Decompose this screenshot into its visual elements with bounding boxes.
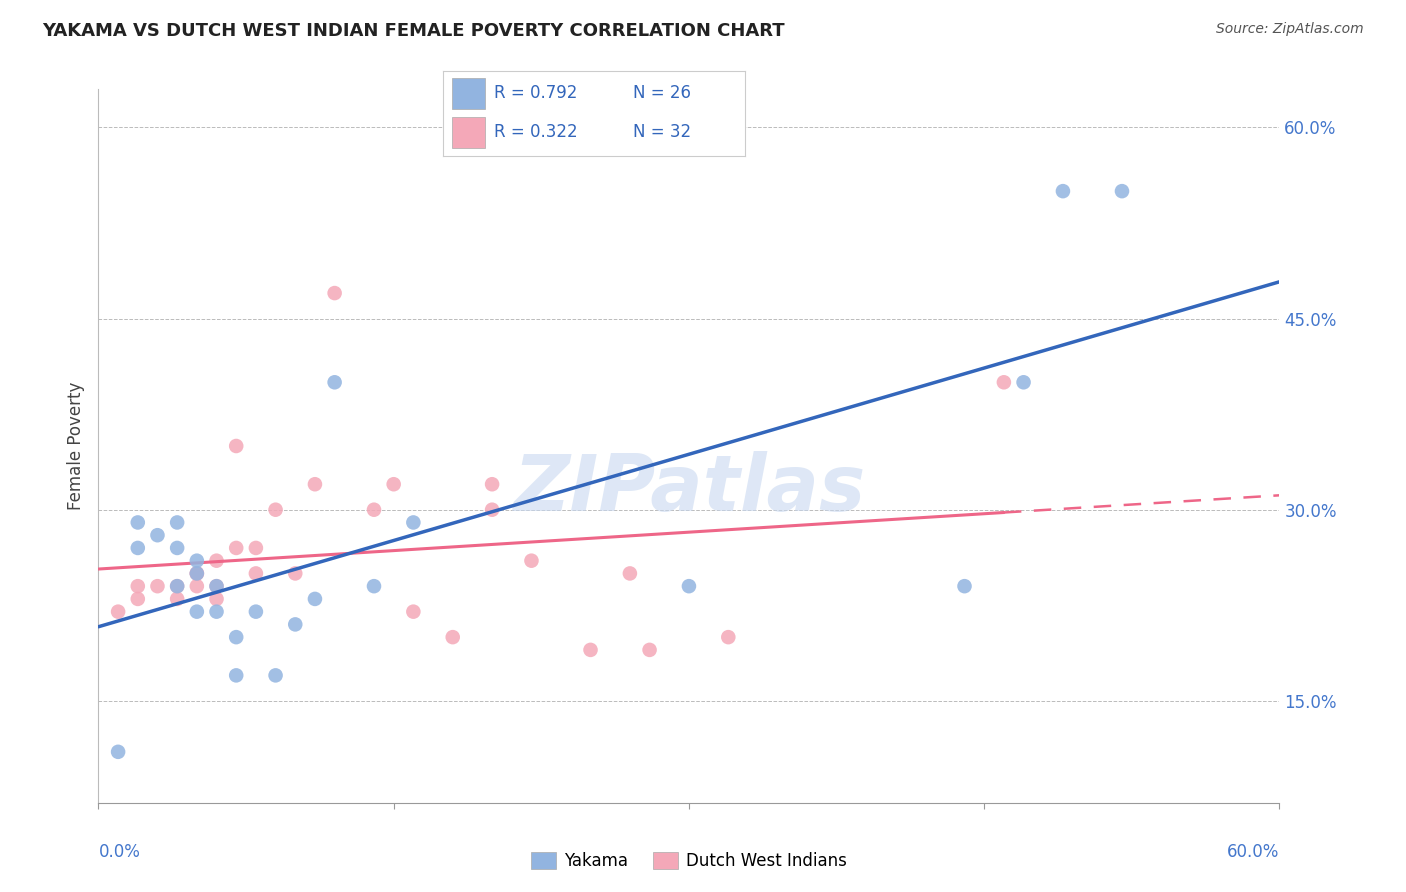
Point [205, 605, 228, 619]
Point [186, 566, 208, 581]
Point [146, 528, 169, 542]
Point [166, 591, 188, 606]
Text: N = 26: N = 26 [633, 85, 692, 103]
Text: ZIPatlas: ZIPatlas [513, 450, 865, 527]
Point [245, 605, 267, 619]
Point [186, 566, 208, 581]
Point [284, 566, 307, 581]
Point [166, 579, 188, 593]
Point [638, 643, 661, 657]
Text: 60.0%: 60.0% [1227, 843, 1279, 861]
Point [619, 566, 641, 581]
Point [520, 554, 543, 568]
Point [717, 630, 740, 644]
Point [678, 579, 700, 593]
Point [441, 630, 464, 644]
Point [205, 579, 228, 593]
Point [245, 566, 267, 581]
Point [107, 605, 129, 619]
Point [304, 477, 326, 491]
Text: R = 0.792: R = 0.792 [495, 85, 578, 103]
Point [225, 668, 247, 682]
Point [402, 605, 425, 619]
FancyBboxPatch shape [451, 78, 485, 109]
Text: Source: ZipAtlas.com: Source: ZipAtlas.com [1216, 22, 1364, 37]
Point [225, 541, 247, 555]
Point [205, 579, 228, 593]
Point [481, 502, 503, 516]
Point [225, 439, 247, 453]
Point [993, 376, 1015, 390]
Point [323, 286, 346, 301]
Point [323, 376, 346, 390]
Point [264, 502, 287, 516]
Point [1052, 184, 1074, 198]
Text: 0.0%: 0.0% [98, 843, 141, 861]
Text: YAKAMA VS DUTCH WEST INDIAN FEMALE POVERTY CORRELATION CHART: YAKAMA VS DUTCH WEST INDIAN FEMALE POVER… [42, 22, 785, 40]
Legend: Yakama, Dutch West Indians: Yakama, Dutch West Indians [524, 845, 853, 877]
Point [245, 541, 267, 555]
FancyBboxPatch shape [451, 117, 485, 147]
Point [166, 516, 188, 530]
Text: N = 32: N = 32 [633, 123, 692, 141]
Point [264, 668, 287, 682]
Point [225, 630, 247, 644]
Point [1111, 184, 1133, 198]
Point [127, 541, 149, 555]
Point [186, 554, 208, 568]
Point [166, 541, 188, 555]
Point [127, 591, 149, 606]
Point [481, 477, 503, 491]
Point [363, 502, 385, 516]
Point [127, 579, 149, 593]
Point [953, 579, 976, 593]
Point [402, 516, 425, 530]
Text: R = 0.322: R = 0.322 [495, 123, 578, 141]
Point [186, 566, 208, 581]
Point [284, 617, 307, 632]
Y-axis label: Female Poverty: Female Poverty [67, 382, 86, 510]
Point [205, 554, 228, 568]
Point [186, 605, 208, 619]
Point [166, 579, 188, 593]
Point [146, 579, 169, 593]
Point [1012, 376, 1035, 390]
Point [107, 745, 129, 759]
Point [127, 516, 149, 530]
Point [304, 591, 326, 606]
Point [363, 579, 385, 593]
Point [186, 579, 208, 593]
Point [579, 643, 602, 657]
Point [382, 477, 405, 491]
Point [205, 591, 228, 606]
